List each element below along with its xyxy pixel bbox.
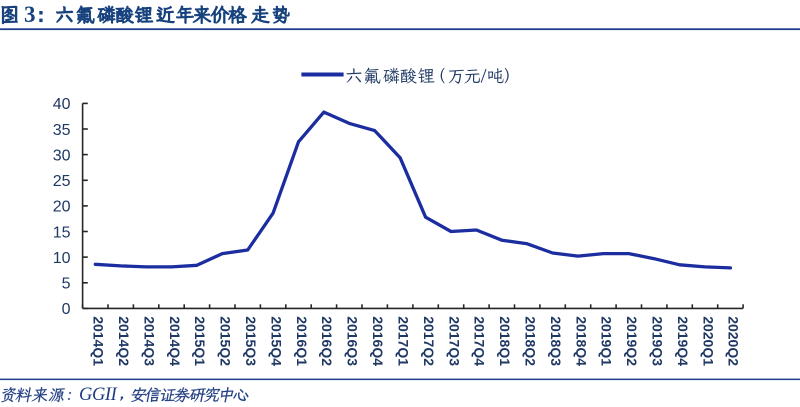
svg-text:2015Q1: 2015Q1 bbox=[192, 316, 208, 366]
svg-text:25: 25 bbox=[53, 173, 71, 190]
svg-text:20: 20 bbox=[53, 199, 71, 216]
svg-text:2017Q1: 2017Q1 bbox=[395, 316, 411, 366]
svg-text:5: 5 bbox=[62, 276, 71, 293]
svg-text:2018Q3: 2018Q3 bbox=[548, 316, 564, 366]
svg-text:2014Q4: 2014Q4 bbox=[167, 316, 183, 366]
svg-text:2019Q2: 2019Q2 bbox=[624, 316, 640, 366]
svg-text:2014Q2: 2014Q2 bbox=[116, 316, 132, 366]
svg-text:2017Q4: 2017Q4 bbox=[472, 316, 488, 366]
svg-text:40: 40 bbox=[53, 96, 71, 113]
svg-text:2015Q3: 2015Q3 bbox=[243, 316, 259, 366]
svg-text:10: 10 bbox=[53, 250, 71, 267]
svg-text:35: 35 bbox=[53, 122, 71, 139]
svg-text:2018Q1: 2018Q1 bbox=[497, 316, 513, 366]
svg-text:GGII: GGII bbox=[79, 385, 118, 405]
svg-text:0: 0 bbox=[62, 301, 71, 318]
svg-text:2015Q4: 2015Q4 bbox=[268, 316, 284, 366]
svg-text:2019Q4: 2019Q4 bbox=[675, 316, 691, 366]
svg-text:2017Q3: 2017Q3 bbox=[446, 316, 462, 366]
svg-text:2020Q2: 2020Q2 bbox=[726, 316, 742, 366]
svg-text:2018Q2: 2018Q2 bbox=[523, 316, 539, 366]
svg-text:2015Q2: 2015Q2 bbox=[218, 316, 234, 366]
svg-text:30: 30 bbox=[53, 147, 71, 164]
svg-text:2019Q3: 2019Q3 bbox=[650, 316, 666, 366]
svg-text:2020Q1: 2020Q1 bbox=[700, 316, 716, 366]
svg-text:2014Q1: 2014Q1 bbox=[91, 316, 107, 366]
svg-text:2016Q3: 2016Q3 bbox=[345, 316, 361, 366]
svg-text:2014Q3: 2014Q3 bbox=[141, 316, 157, 366]
svg-text:2017Q2: 2017Q2 bbox=[421, 316, 437, 366]
svg-text:15: 15 bbox=[53, 224, 71, 241]
svg-text:2016Q2: 2016Q2 bbox=[319, 316, 335, 366]
svg-text:2019Q1: 2019Q1 bbox=[599, 316, 615, 366]
svg-text:2018Q4: 2018Q4 bbox=[573, 316, 589, 366]
svg-text:3: 3 bbox=[24, 2, 36, 27]
svg-text:2016Q4: 2016Q4 bbox=[370, 316, 386, 366]
svg-text:2016Q1: 2016Q1 bbox=[294, 316, 310, 366]
